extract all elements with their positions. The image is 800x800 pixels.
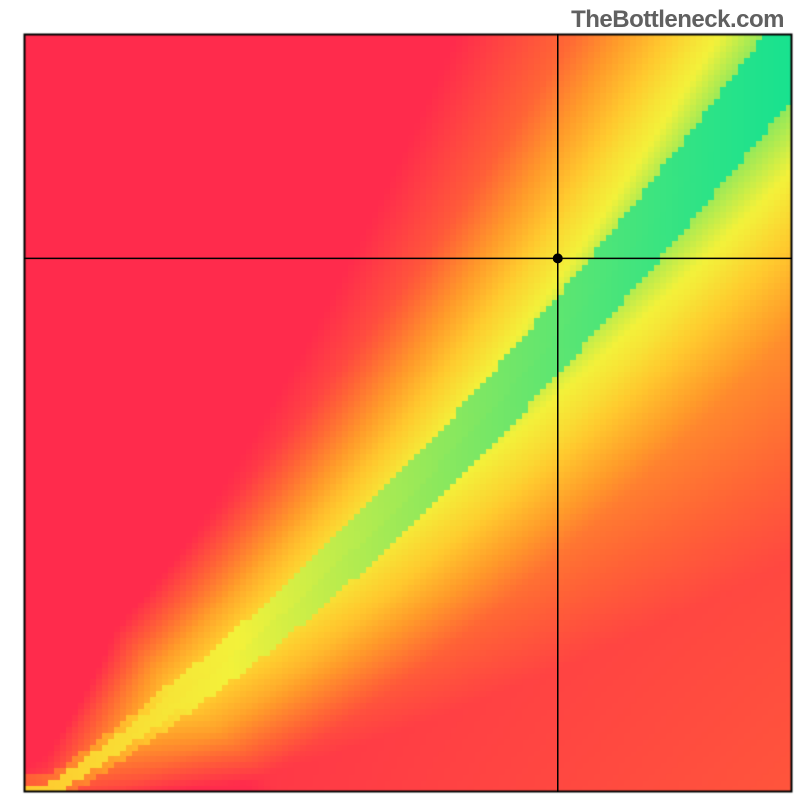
bottleneck-heatmap [0, 0, 800, 800]
chart-container: TheBottleneck.com [0, 0, 800, 800]
attribution-watermark: TheBottleneck.com [571, 6, 784, 34]
